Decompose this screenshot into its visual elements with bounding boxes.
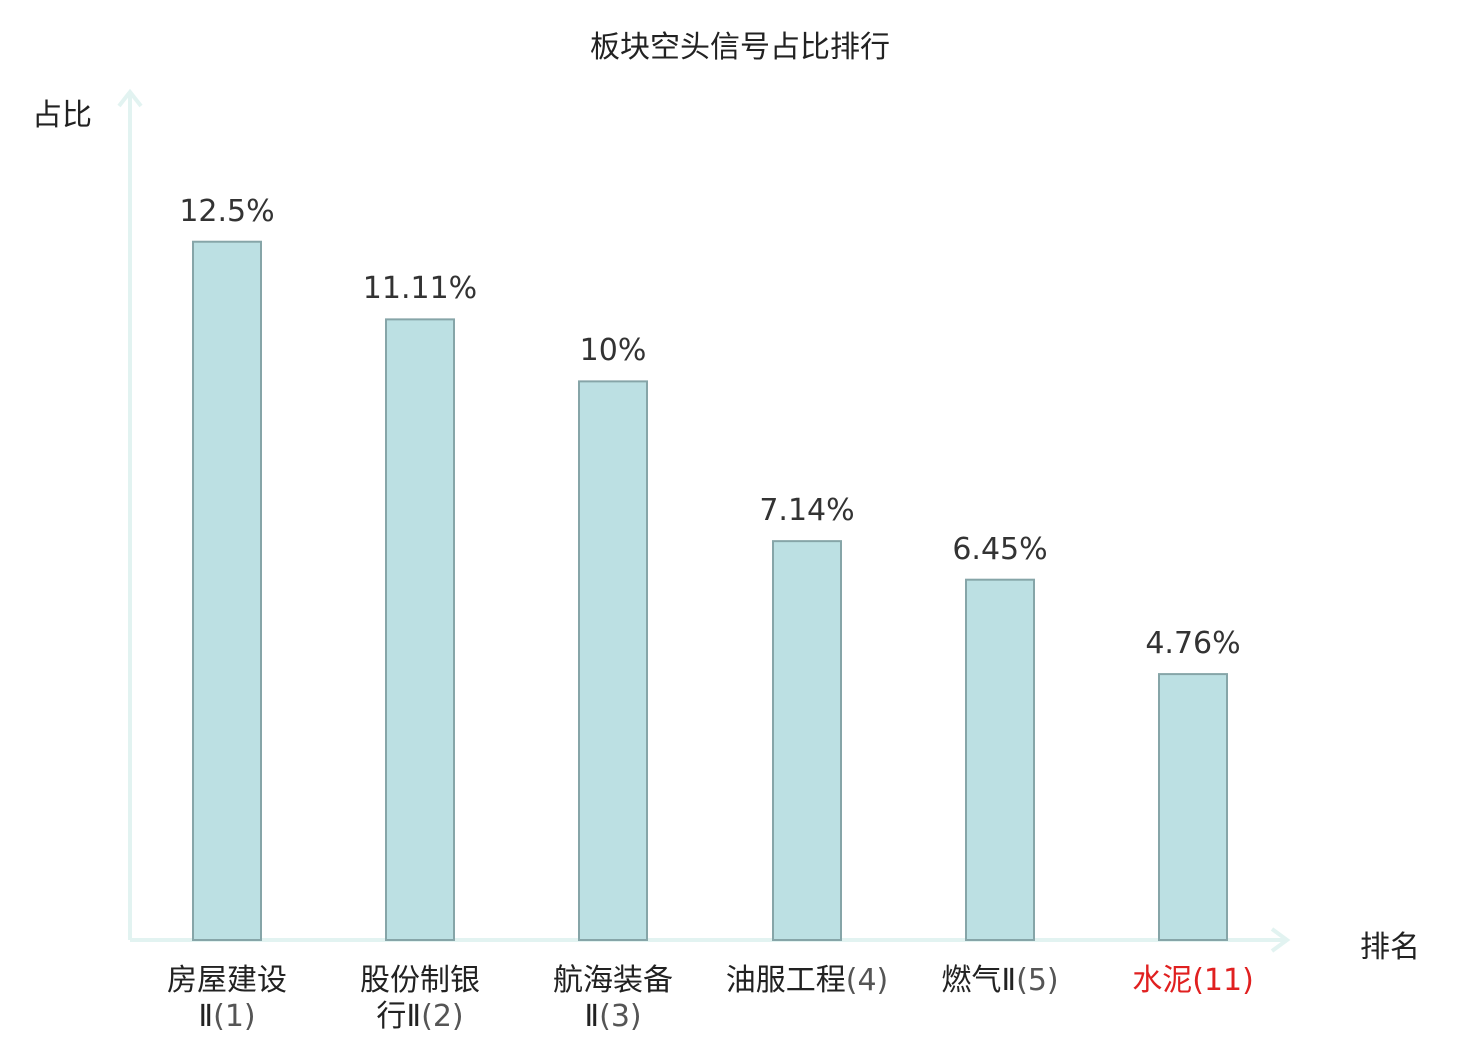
y-axis-label: 占比 xyxy=(32,98,92,133)
value-label-4: 7.14% xyxy=(759,493,855,529)
bar-4 xyxy=(772,540,842,941)
category-name: 油服工程 xyxy=(725,963,846,998)
category-rank: (5) xyxy=(1016,963,1059,998)
category-rank: (11) xyxy=(1192,963,1254,998)
bar-5 xyxy=(965,578,1035,941)
category-name: 房屋建设Ⅱ xyxy=(167,963,287,1034)
value-label-2: 11.11% xyxy=(362,271,478,307)
y-axis-arrow xyxy=(117,88,143,108)
value-label-5: 6.45% xyxy=(952,531,1048,567)
category-rank: (2) xyxy=(421,999,464,1034)
category-rank: (1) xyxy=(213,999,256,1034)
category-label-1: 房屋建设Ⅱ(1) xyxy=(161,963,293,1035)
bar-2 xyxy=(385,318,455,941)
category-label-4: 油服工程(4) xyxy=(707,963,907,999)
category-name: 燃气Ⅱ xyxy=(941,963,1017,998)
category-name: 水泥 xyxy=(1132,963,1193,998)
category-label-5: 燃气Ⅱ(5) xyxy=(900,963,1100,999)
value-label-6: 4.76% xyxy=(1145,626,1241,662)
bar-1 xyxy=(192,240,262,942)
chart-title: 板块空头信号占比排行 xyxy=(590,30,890,65)
x-axis-arrow xyxy=(1270,927,1291,953)
category-name: 股份制银行Ⅱ xyxy=(360,963,480,1034)
category-name: 航海装备Ⅱ xyxy=(553,963,673,1034)
category-rank: (3) xyxy=(599,999,642,1034)
bars-group xyxy=(192,240,1228,942)
bar-3 xyxy=(578,380,648,941)
bar-6 xyxy=(1158,673,1228,941)
value-label-1: 12.5% xyxy=(179,193,275,229)
x-axis-label: 排名 xyxy=(1360,930,1420,965)
category-rank: (4) xyxy=(845,963,889,998)
category-label-3: 航海装备Ⅱ(3) xyxy=(547,963,679,1035)
category-label-2: 股份制银行Ⅱ(2) xyxy=(354,963,486,1035)
category-label-6: 水泥(11) xyxy=(1093,963,1293,999)
value-label-3: 10% xyxy=(579,333,647,369)
